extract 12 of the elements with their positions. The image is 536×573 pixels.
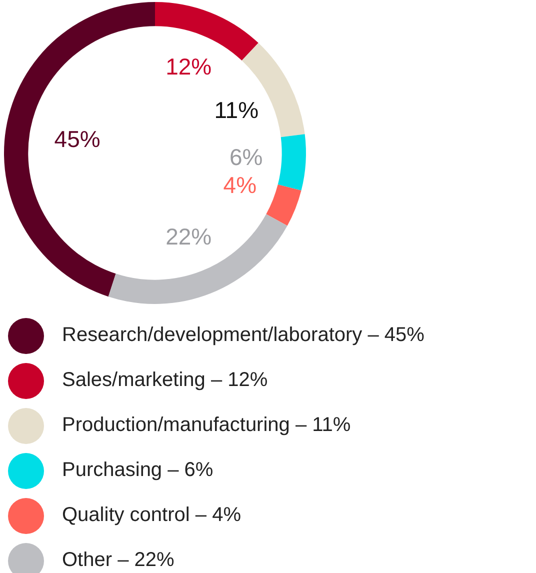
legend-label: Production/manufacturing – 11% xyxy=(62,414,351,437)
data-label: 45% xyxy=(54,126,100,152)
data-label: 12% xyxy=(166,53,212,80)
data-label: 4% xyxy=(223,172,257,198)
legend-label: Other – 22% xyxy=(62,549,174,572)
data-label: 6% xyxy=(230,144,263,170)
legend-label: Quality control – 4% xyxy=(62,504,241,527)
legend-label: Purchasing – 6% xyxy=(62,459,214,482)
data-label: 22% xyxy=(166,223,212,250)
legend-label: Research/development/laboratory – 45% xyxy=(62,324,424,347)
data-label: 11% xyxy=(214,96,259,123)
legend-label: Sales/marketing – 12% xyxy=(62,369,268,392)
